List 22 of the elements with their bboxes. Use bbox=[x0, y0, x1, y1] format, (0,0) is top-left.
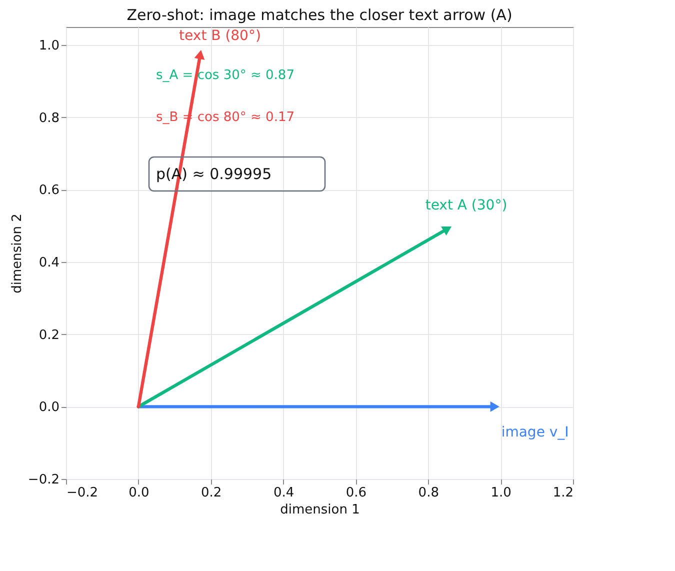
x-tick-label: 0.4 bbox=[273, 486, 294, 500]
y-tick-label: 0.0 bbox=[38, 400, 60, 416]
x-axis-title: dimension 1 bbox=[280, 502, 360, 518]
series-label: image v_I bbox=[501, 424, 569, 441]
y-tick-label: 1.0 bbox=[38, 38, 60, 54]
y-tick-label: 0.6 bbox=[38, 183, 60, 198]
y-axis-title: dimension 2 bbox=[10, 214, 25, 294]
x-tick-label: 0.8 bbox=[418, 486, 439, 500]
series-label: text A (30°) bbox=[425, 197, 508, 214]
x-tick-label: 1.0 bbox=[490, 486, 512, 500]
series-label: text B (80°) bbox=[179, 28, 261, 44]
y-tick-label: 0.8 bbox=[38, 110, 60, 126]
x-tick-label: 0.0 bbox=[128, 486, 150, 500]
y-tick-label: −0.2 bbox=[28, 472, 60, 488]
x-tick-label: 0.6 bbox=[346, 486, 367, 500]
chart-title: Zero-shot: image matches the closer text arrow (A) bbox=[126, 6, 512, 24]
y-tick-label: 0.2 bbox=[38, 328, 60, 343]
y-tick-label: 0.4 bbox=[38, 256, 60, 271]
x-tick-label: 0.2 bbox=[201, 486, 222, 500]
x-tick-label: 1.2 bbox=[552, 486, 574, 500]
x-tick-label: −0.2 bbox=[66, 486, 98, 500]
annotation: s_A = cos 30° ≈ 0.87 bbox=[156, 68, 294, 83]
